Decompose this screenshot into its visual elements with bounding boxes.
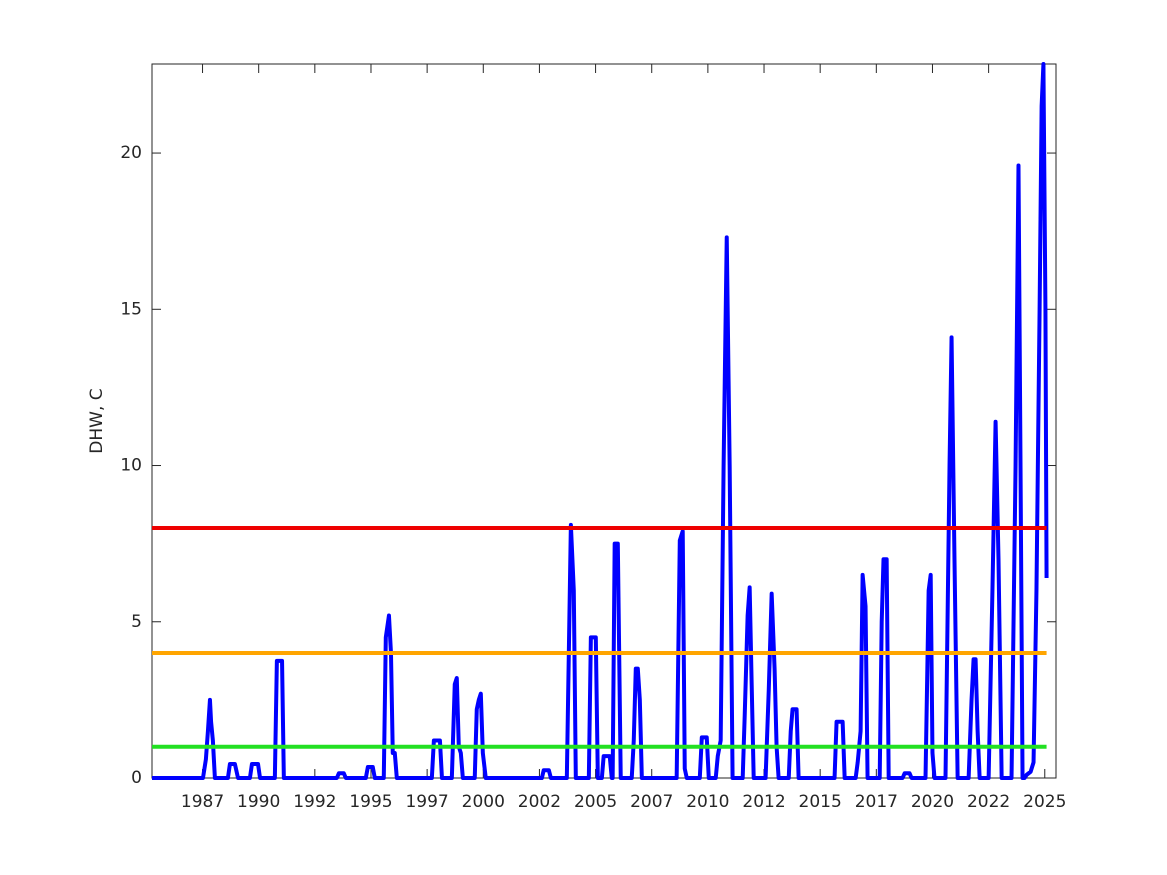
y-tick-label: 0 [131, 768, 142, 788]
x-tick-label: 2005 [574, 792, 617, 812]
x-tick-label: 2017 [855, 792, 898, 812]
y-tick-label: 20 [120, 143, 142, 163]
x-tick-label: 2002 [518, 792, 561, 812]
plot-area [151, 63, 1057, 779]
x-tick-label: 2012 [742, 792, 785, 812]
x-tick-label: 2025 [1023, 792, 1066, 812]
y-tick-label: 15 [120, 299, 142, 319]
x-tick-label: 1997 [405, 792, 448, 812]
y-axis-label: DHW, C [87, 388, 107, 453]
x-tick-label: 2020 [911, 792, 954, 812]
x-tick-label: 1992 [293, 792, 336, 812]
y-tick-label: 10 [120, 456, 142, 476]
x-tick-label: 2015 [799, 792, 842, 812]
x-tick-label: 2007 [630, 792, 673, 812]
x-tick-label: 2022 [967, 792, 1010, 812]
x-tick-label: 1987 [181, 792, 224, 812]
data-line [152, 62, 1049, 780]
x-tick-label: 2000 [462, 792, 505, 812]
x-tick-label: 1990 [237, 792, 280, 812]
y-tick-label: 5 [131, 612, 142, 632]
x-tick-label: 1995 [349, 792, 392, 812]
x-tick-label: 2010 [686, 792, 729, 812]
